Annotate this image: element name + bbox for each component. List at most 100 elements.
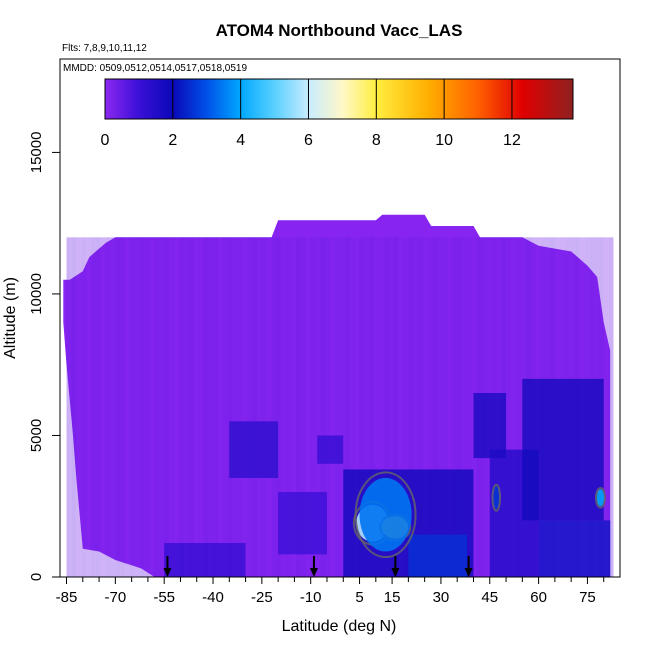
x-tick-label: -55 [153, 589, 175, 606]
data-column [120, 237, 126, 577]
data-column [149, 237, 155, 577]
enhanced-region [538, 520, 611, 577]
x-tick-label: 30 [433, 589, 450, 606]
colorbar-tick-label: 2 [168, 132, 177, 149]
data-column [125, 237, 130, 577]
x-tick-label: -40 [202, 589, 224, 606]
x-tick-label: 75 [579, 589, 596, 606]
x-tick-label: 60 [530, 589, 547, 606]
data-column [359, 237, 365, 577]
data-column [427, 237, 433, 577]
contour-line [594, 486, 606, 509]
x-tick-label: -25 [251, 589, 273, 606]
data-column [603, 237, 609, 577]
data-column [164, 237, 170, 577]
data-column [447, 237, 453, 577]
data-column [261, 237, 267, 577]
colorbar: 0 2 4 6 8 10 12 [101, 78, 574, 149]
data-column [442, 237, 448, 577]
data-column [398, 237, 404, 577]
data-column [305, 237, 311, 577]
data-column [315, 237, 321, 577]
data-column [408, 237, 414, 577]
colorbar-gradient [104, 78, 574, 120]
data-column [383, 237, 389, 577]
data-column [208, 237, 214, 577]
profile-markers [163, 556, 473, 577]
data-column [173, 237, 179, 577]
data-column [506, 237, 511, 577]
data-column [510, 237, 516, 577]
data-column [71, 237, 77, 577]
data-column [86, 237, 91, 577]
profile-marker-head [163, 568, 172, 577]
data-column [134, 237, 140, 577]
data-column [76, 237, 82, 577]
data-column [296, 237, 301, 577]
data-column [81, 237, 87, 577]
data-column [325, 237, 331, 577]
data-column [252, 237, 257, 577]
colorbar-tick-label: 4 [236, 132, 245, 149]
data-column [159, 237, 165, 577]
data-column [66, 237, 72, 577]
data-column [237, 237, 243, 577]
colorbar-tick-label: 0 [101, 132, 110, 149]
data-column [256, 237, 262, 577]
x-tick-label: -70 [105, 589, 127, 606]
data-column [144, 237, 150, 577]
x-tick-label: 15 [384, 589, 401, 606]
data-column [369, 237, 375, 577]
data-column [403, 237, 409, 577]
data-column [90, 237, 96, 577]
data-column [466, 237, 472, 577]
data-column [291, 237, 297, 577]
colorbar-tick-label: 10 [435, 132, 453, 149]
data-column [364, 237, 370, 577]
data-column [344, 237, 350, 577]
enhanced-region [164, 543, 246, 577]
data-column [423, 237, 428, 577]
data-column [379, 237, 384, 577]
data-column [330, 237, 336, 577]
data-column [130, 237, 135, 577]
x-axis: -85 -70 -55 -40 -25 -10 5 15 30 45 60 75 [56, 577, 605, 606]
data-column [281, 237, 287, 577]
data-column [271, 237, 277, 577]
hotspot [596, 489, 605, 507]
data-column [266, 237, 272, 577]
profile-marker-head [309, 568, 318, 577]
x-tick-label: 5 [355, 589, 363, 606]
x-tick-label: -10 [300, 589, 322, 606]
y-tick-label: 0 [28, 573, 45, 581]
y-axis-label: Altitude (m) [2, 277, 19, 359]
contour-line [354, 471, 417, 559]
data-column [217, 237, 223, 577]
data-column [178, 237, 184, 577]
hotspot [493, 486, 500, 510]
flights-note: Flts: 7,8,9,10,11,12 [62, 43, 147, 54]
data-column [213, 237, 218, 577]
data-column [154, 237, 160, 577]
data-column [232, 237, 238, 577]
data-column [335, 237, 340, 577]
data-column [286, 237, 292, 577]
data-column [608, 237, 614, 577]
data-column [110, 237, 116, 577]
chart-title: ATOM4 Northbound Vacc_LAS [216, 21, 463, 40]
data-column [139, 237, 145, 577]
enhanced-region [408, 534, 467, 577]
enhanced-region [317, 435, 344, 464]
data-column [452, 237, 458, 577]
data-column [349, 237, 355, 577]
data-column [320, 237, 326, 577]
data-column [354, 237, 360, 577]
data-column [242, 237, 248, 577]
data-column [95, 237, 101, 577]
data-column [227, 237, 233, 577]
data-column [100, 237, 106, 577]
data-column [393, 237, 399, 577]
profile-marker-head [391, 568, 400, 577]
data-column [115, 237, 121, 577]
data-column [413, 237, 419, 577]
